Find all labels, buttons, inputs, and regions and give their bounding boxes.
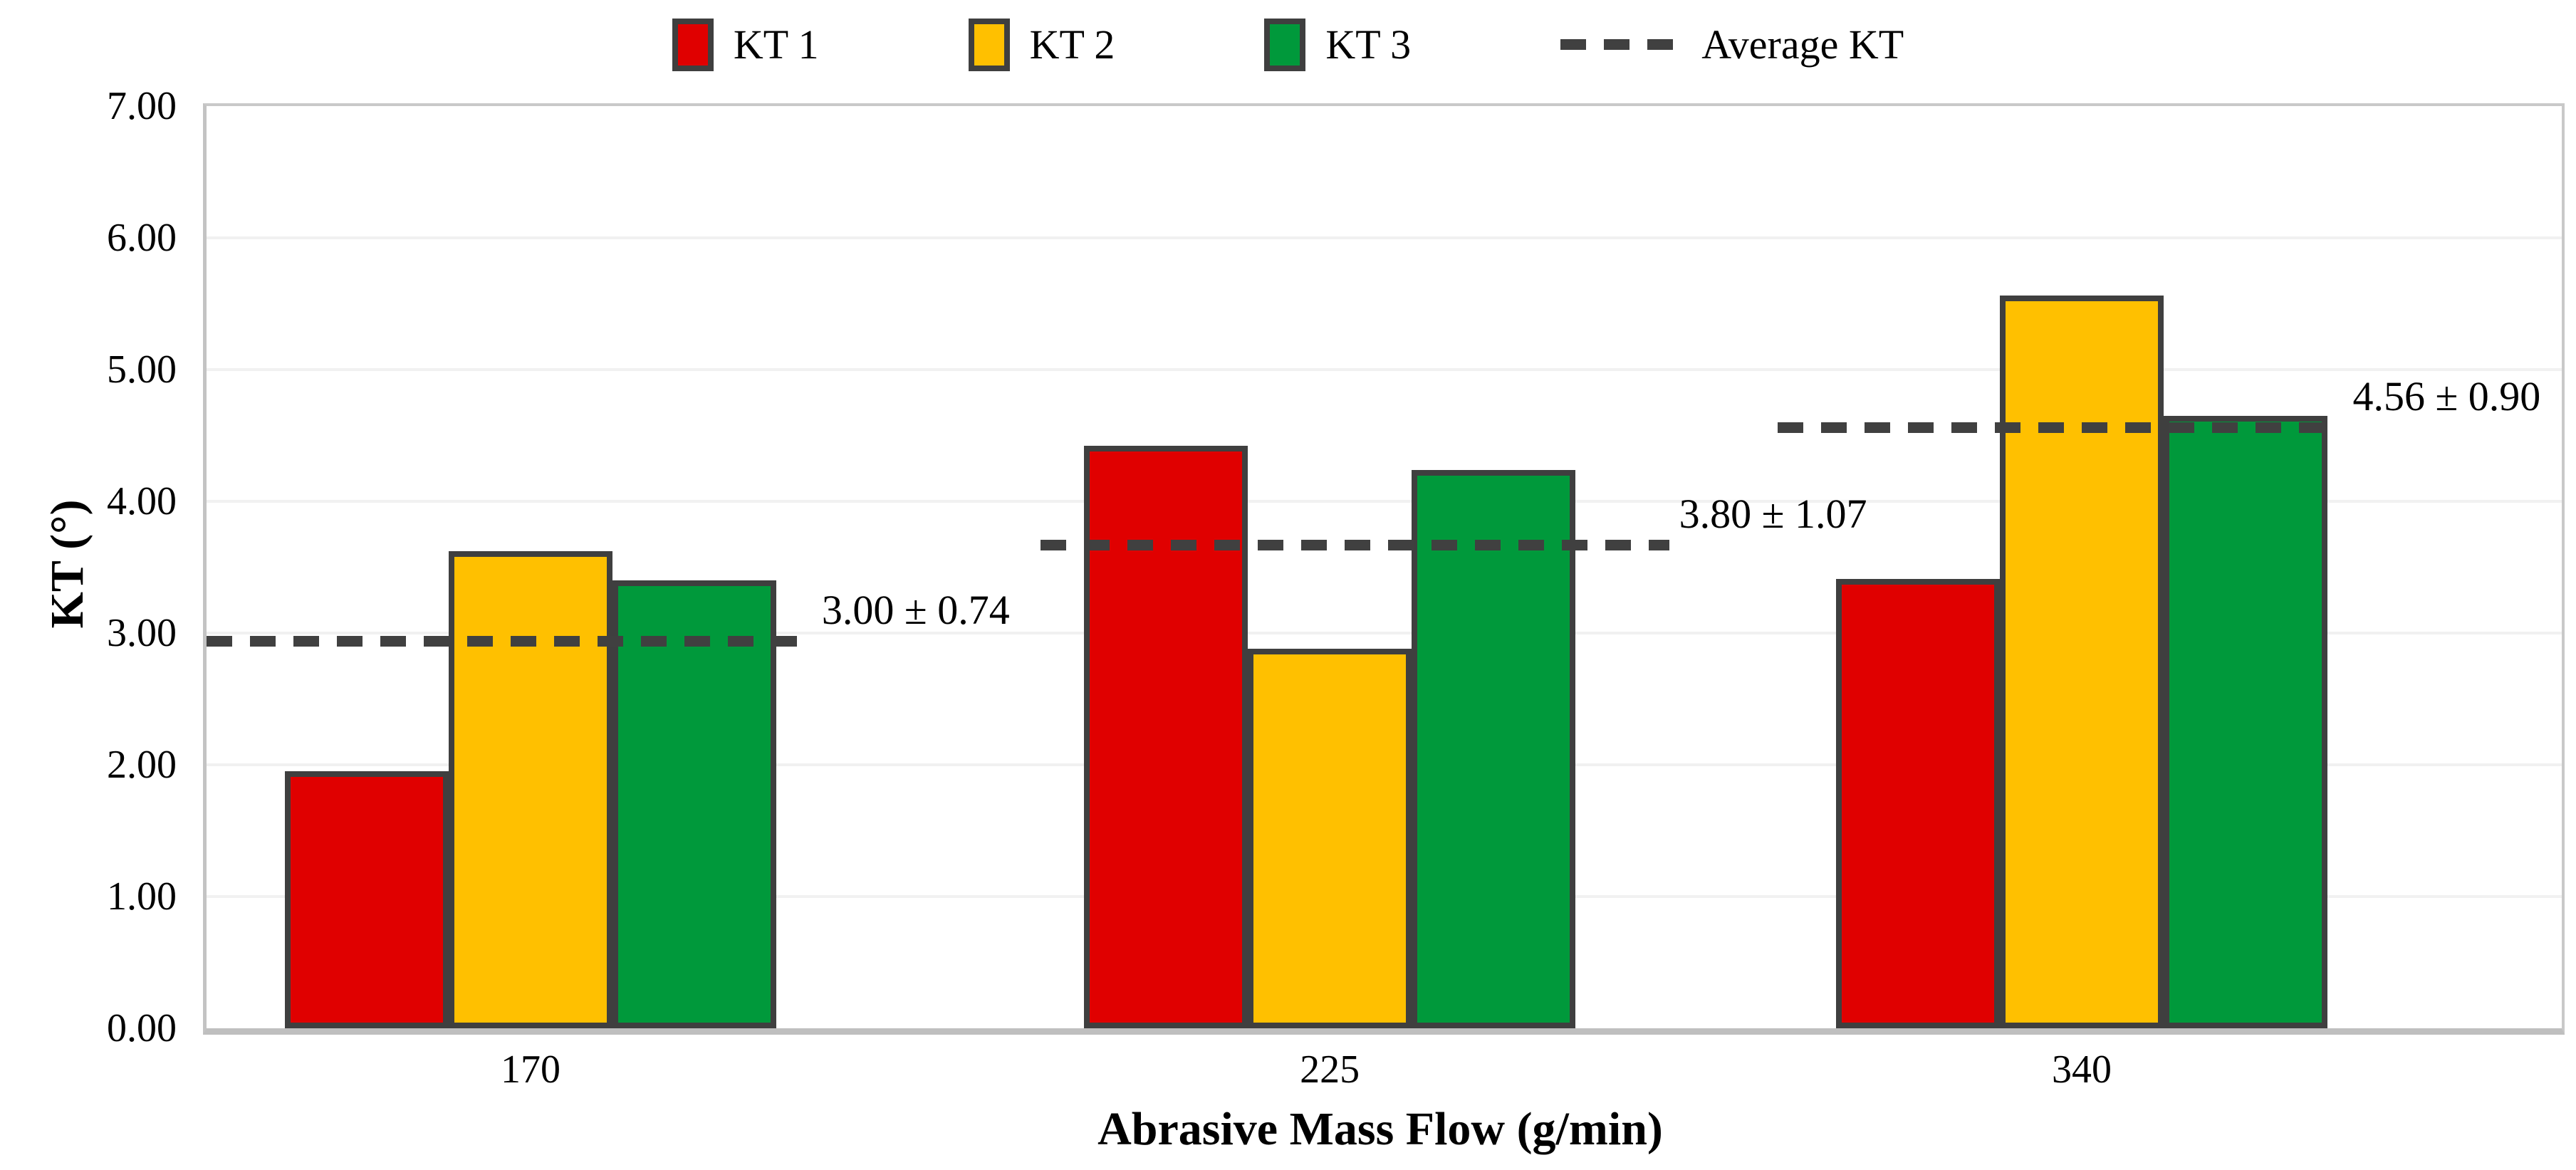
y-tick-label: 5.00 bbox=[107, 348, 177, 392]
y-tick-label: 0.00 bbox=[107, 1006, 177, 1050]
legend-label-average-kt: Average KT bbox=[1701, 21, 1904, 68]
y-tick-label: 7.00 bbox=[107, 84, 177, 128]
average-kt-line-340 bbox=[1777, 422, 2343, 433]
legend-label-kt2: KT 2 bbox=[1029, 21, 1115, 68]
x-tick-label-340: 340 bbox=[2052, 1048, 2112, 1092]
y-tick-label: 6.00 bbox=[107, 216, 177, 260]
y-tick-label: 4.00 bbox=[107, 479, 177, 523]
legend-label-kt1: KT 1 bbox=[733, 21, 819, 68]
average-kt-annotation-225: 3.80 ± 1.07 bbox=[1679, 491, 1867, 538]
y-tick-label: 3.00 bbox=[107, 611, 177, 655]
legend-item-average-kt: Average KT bbox=[1560, 21, 1904, 68]
bar-kt2-340 bbox=[2000, 296, 2164, 1028]
bar-kt1-225 bbox=[1084, 446, 1248, 1028]
legend-label-kt3: KT 3 bbox=[1325, 21, 1412, 68]
bar-kt1-340 bbox=[1836, 579, 2001, 1028]
plot-area: 0.00 1.00 2.00 3.00 4.00 5.00 6.00 7.00 170 225 34… bbox=[107, 84, 2565, 1090]
gridline bbox=[207, 500, 2562, 503]
gridline bbox=[207, 368, 2562, 371]
x-tick-label-225: 225 bbox=[1300, 1048, 1360, 1092]
bar-kt1-170 bbox=[285, 771, 449, 1028]
average-kt-annotation-170: 3.00 ± 0.74 bbox=[821, 587, 1010, 634]
bar-kt2-170 bbox=[449, 551, 613, 1028]
legend-item-kt2: KT 2 bbox=[968, 18, 1115, 71]
legend: KT 1 KT 2 KT 3 Average KT bbox=[0, 7, 2576, 82]
average-kt-annotation-340: 4.56 ± 0.90 bbox=[2352, 373, 2541, 420]
bar-kt3-170 bbox=[612, 580, 777, 1028]
legend-item-kt1: KT 1 bbox=[672, 18, 819, 71]
bar-kt3-340 bbox=[2164, 415, 2328, 1028]
legend-swatch-kt1 bbox=[672, 18, 714, 71]
x-axis-title: Abrasive Mass Flow (g/min) bbox=[1097, 1103, 1663, 1155]
average-kt-line-170 bbox=[207, 635, 812, 647]
legend-swatch-kt3 bbox=[1264, 18, 1306, 71]
bar-kt2-225 bbox=[1248, 649, 1412, 1028]
y-tick-label: 2.00 bbox=[107, 743, 177, 787]
gridline bbox=[207, 236, 2562, 239]
x-tick-label-170: 170 bbox=[501, 1048, 561, 1092]
average-kt-line-225 bbox=[1040, 539, 1669, 550]
y-tick-label: 1.00 bbox=[107, 874, 177, 919]
bar-kt3-225 bbox=[1412, 469, 1576, 1028]
gridline bbox=[207, 632, 2562, 634]
legend-swatch-kt2 bbox=[968, 18, 1010, 71]
legend-item-kt3: KT 3 bbox=[1264, 18, 1412, 71]
legend-dashed-line-icon bbox=[1560, 39, 1682, 50]
